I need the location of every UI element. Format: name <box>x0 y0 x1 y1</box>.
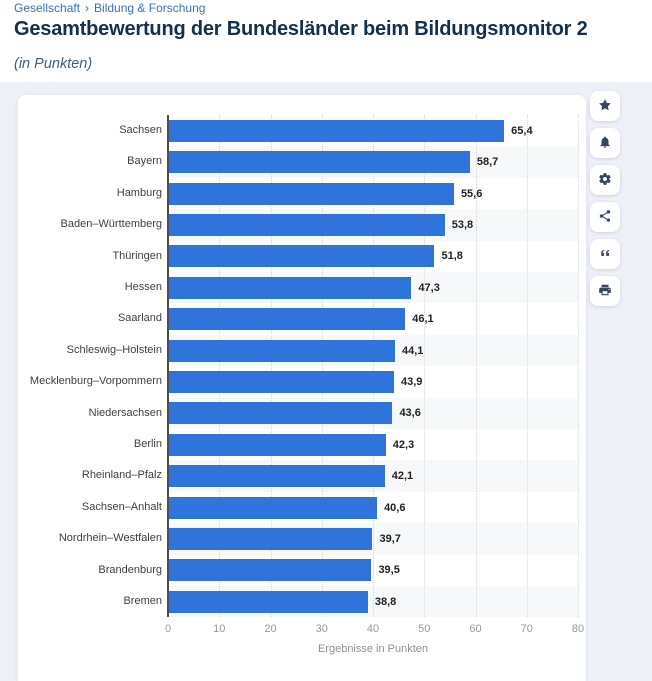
bar[interactable] <box>169 339 395 362</box>
bar[interactable] <box>169 433 386 456</box>
settings-button[interactable] <box>590 165 620 195</box>
category-label: Hessen <box>124 281 162 293</box>
bar-value-label: 43,6 <box>399 407 421 420</box>
category-label: Hamburg <box>116 186 162 199</box>
bar-value-label: 53,8 <box>451 218 474 231</box>
x-tick-label: 60 <box>469 623 482 636</box>
bar-value-label: 65,4 <box>511 124 533 137</box>
bar-value-label: 46,1 <box>412 313 434 326</box>
bar[interactable] <box>169 370 394 393</box>
y-axis-line <box>167 115 169 618</box>
bar[interactable] <box>169 276 412 299</box>
gridline <box>424 115 426 618</box>
quote-icon <box>598 246 612 263</box>
bar-value-label: 39,5 <box>378 564 400 577</box>
bar-value-label: 40,6 <box>384 501 406 514</box>
gridline <box>321 115 323 618</box>
bar-value-label: 39,7 <box>379 532 401 545</box>
bar[interactable] <box>169 496 378 519</box>
bar-value-label: 38,8 <box>374 595 397 608</box>
category-label: Nordrhein–Westfalen <box>58 532 162 545</box>
star-icon <box>598 98 612 115</box>
bar[interactable] <box>169 559 372 582</box>
bar-value-label: 58,7 <box>476 156 499 169</box>
x-tick-label: 40 <box>366 623 380 636</box>
x-tick-label: 20 <box>264 623 277 636</box>
category-label: Bremen <box>123 595 162 607</box>
category-label: Sachsen <box>119 124 162 136</box>
share-button[interactable] <box>590 202 620 232</box>
favorite-button[interactable] <box>590 91 620 121</box>
x-tick-label: 0 <box>164 623 172 636</box>
breadcrumb-separator: › <box>85 1 90 15</box>
bar[interactable] <box>169 527 373 550</box>
bar-value-label: 55,6 <box>460 187 483 200</box>
x-tick-label: 10 <box>213 623 226 636</box>
category-label: Bayern <box>127 155 162 168</box>
share-icon <box>598 209 612 226</box>
category-label: Brandenburg <box>98 563 162 576</box>
bar-value-label: 47,3 <box>418 281 440 294</box>
page-header: Gesellschaft › Bildung & Forschung Gesamtb… <box>0 0 652 82</box>
category-label: Sachsen–Anhalt <box>81 500 162 513</box>
category-label: Berlin <box>133 438 162 450</box>
x-tick-label: 70 <box>520 623 533 636</box>
gridline <box>219 115 221 618</box>
breadcrumb-link-bildung-forschung[interactable]: Bildung & Forschung <box>94 1 206 15</box>
bar[interactable] <box>169 465 385 488</box>
bar[interactable] <box>169 151 470 174</box>
bar-value-label: 43,9 <box>400 375 423 388</box>
bar-value-label: 44,1 <box>402 344 424 357</box>
bar-value-label: 42,1 <box>391 470 414 483</box>
bar[interactable] <box>169 590 368 613</box>
bar[interactable] <box>169 213 445 236</box>
bar[interactable] <box>169 308 406 331</box>
bar[interactable] <box>169 182 454 205</box>
chart-subtitle: (in Punkten) <box>14 56 93 72</box>
bar-value-label: 42,3 <box>392 438 415 451</box>
chart-card: 0 10 20 30 40 50 60 70 80 Sachsen 65,4 Bayern 58,7 Ha… <box>18 95 586 681</box>
gridline <box>373 115 374 618</box>
notifications-button[interactable] <box>590 128 620 158</box>
category-label: Baden–Württemberg <box>60 218 163 231</box>
category-label: Thüringen <box>112 249 162 262</box>
gridline <box>578 115 579 618</box>
breadcrumb-link-gesellschaft[interactable]: Gesellschaft <box>14 1 81 15</box>
bar[interactable] <box>169 245 435 268</box>
bar[interactable] <box>169 119 505 142</box>
gridline <box>475 115 477 618</box>
gridline <box>526 115 528 618</box>
category-label: Niedersachsen <box>88 406 162 419</box>
bar-value-label: 51,8 <box>441 250 463 263</box>
cite-button[interactable] <box>590 239 620 269</box>
category-label: Rheinland–Pfalz <box>81 469 162 482</box>
statistic-section: 0 10 20 30 40 50 60 70 80 Sachsen 65,4 Bayern 58,7 Ha… <box>0 82 652 681</box>
breadcrumb: Gesellschaft › Bildung & Forschung <box>14 1 205 15</box>
x-tick-label: 30 <box>315 623 328 636</box>
x-tick-label: 80 <box>571 623 585 636</box>
bar[interactable] <box>169 402 393 425</box>
category-label: Saarland <box>117 312 162 325</box>
gridline <box>270 115 272 618</box>
x-axis-title: Ergebnisse in Punkten <box>317 643 429 656</box>
print-button[interactable] <box>590 276 620 306</box>
category-label: Schleswig–Holstein <box>66 343 162 356</box>
page-title: Gesamtbewertung der Bundesländer beim Bi… <box>14 18 588 40</box>
gear-icon <box>598 172 612 189</box>
x-tick-label: 50 <box>418 623 431 636</box>
printer-icon <box>598 283 612 300</box>
category-label: Mecklenburg–Vorpommern <box>29 375 162 388</box>
bell-icon <box>598 135 612 152</box>
bar-chart: 0 10 20 30 40 50 60 70 80 Sachsen 65,4 Bayern 58,7 Ha… <box>18 95 586 681</box>
